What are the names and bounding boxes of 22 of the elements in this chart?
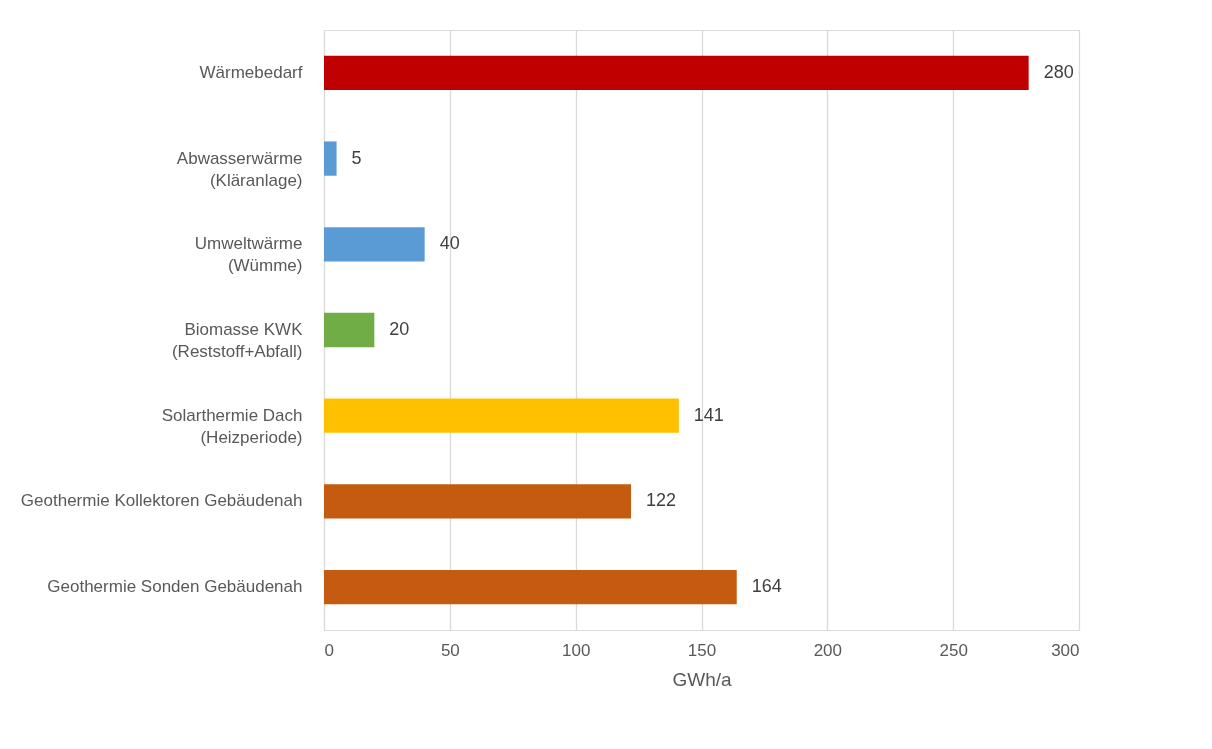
x-tick-label: 250 — [939, 640, 968, 660]
y-tick-label: Wärmebedarf — [199, 62, 303, 82]
x-tick-label: 0 — [324, 640, 334, 660]
x-tick-label: 50 — [440, 640, 460, 660]
data-label: 40 — [439, 233, 460, 254]
y-tick-label: Geothermie Sonden Gebäudenah — [47, 577, 303, 597]
data-label: 122 — [646, 490, 677, 511]
x-tick-label: 100 — [561, 640, 591, 660]
data-label: 5 — [351, 147, 362, 168]
data-label: 280 — [1043, 61, 1074, 82]
y-tick-label: Solarthermie Dach (Heizperiode) — [161, 405, 303, 447]
y-tick-label: Biomasse KWK (Reststoff+Abfall) — [171, 320, 304, 361]
x-tick-label: 200 — [813, 640, 843, 660]
data-label: 164 — [751, 576, 782, 597]
y-tick-label: Geothermie Kollektoren Gebäudenah — [20, 491, 303, 511]
y-tick-label: Umweltwärme (Wümme) — [194, 234, 303, 276]
data-label: 141 — [693, 404, 724, 425]
x-tick-label: 150 — [687, 640, 717, 660]
x-tick-label: 300 — [1051, 640, 1080, 660]
x-axis-title: GWh/a — [672, 668, 732, 690]
data-label: 20 — [389, 319, 410, 339]
y-tick-label: Abwasserwärme (Kläranlage) — [176, 148, 303, 190]
